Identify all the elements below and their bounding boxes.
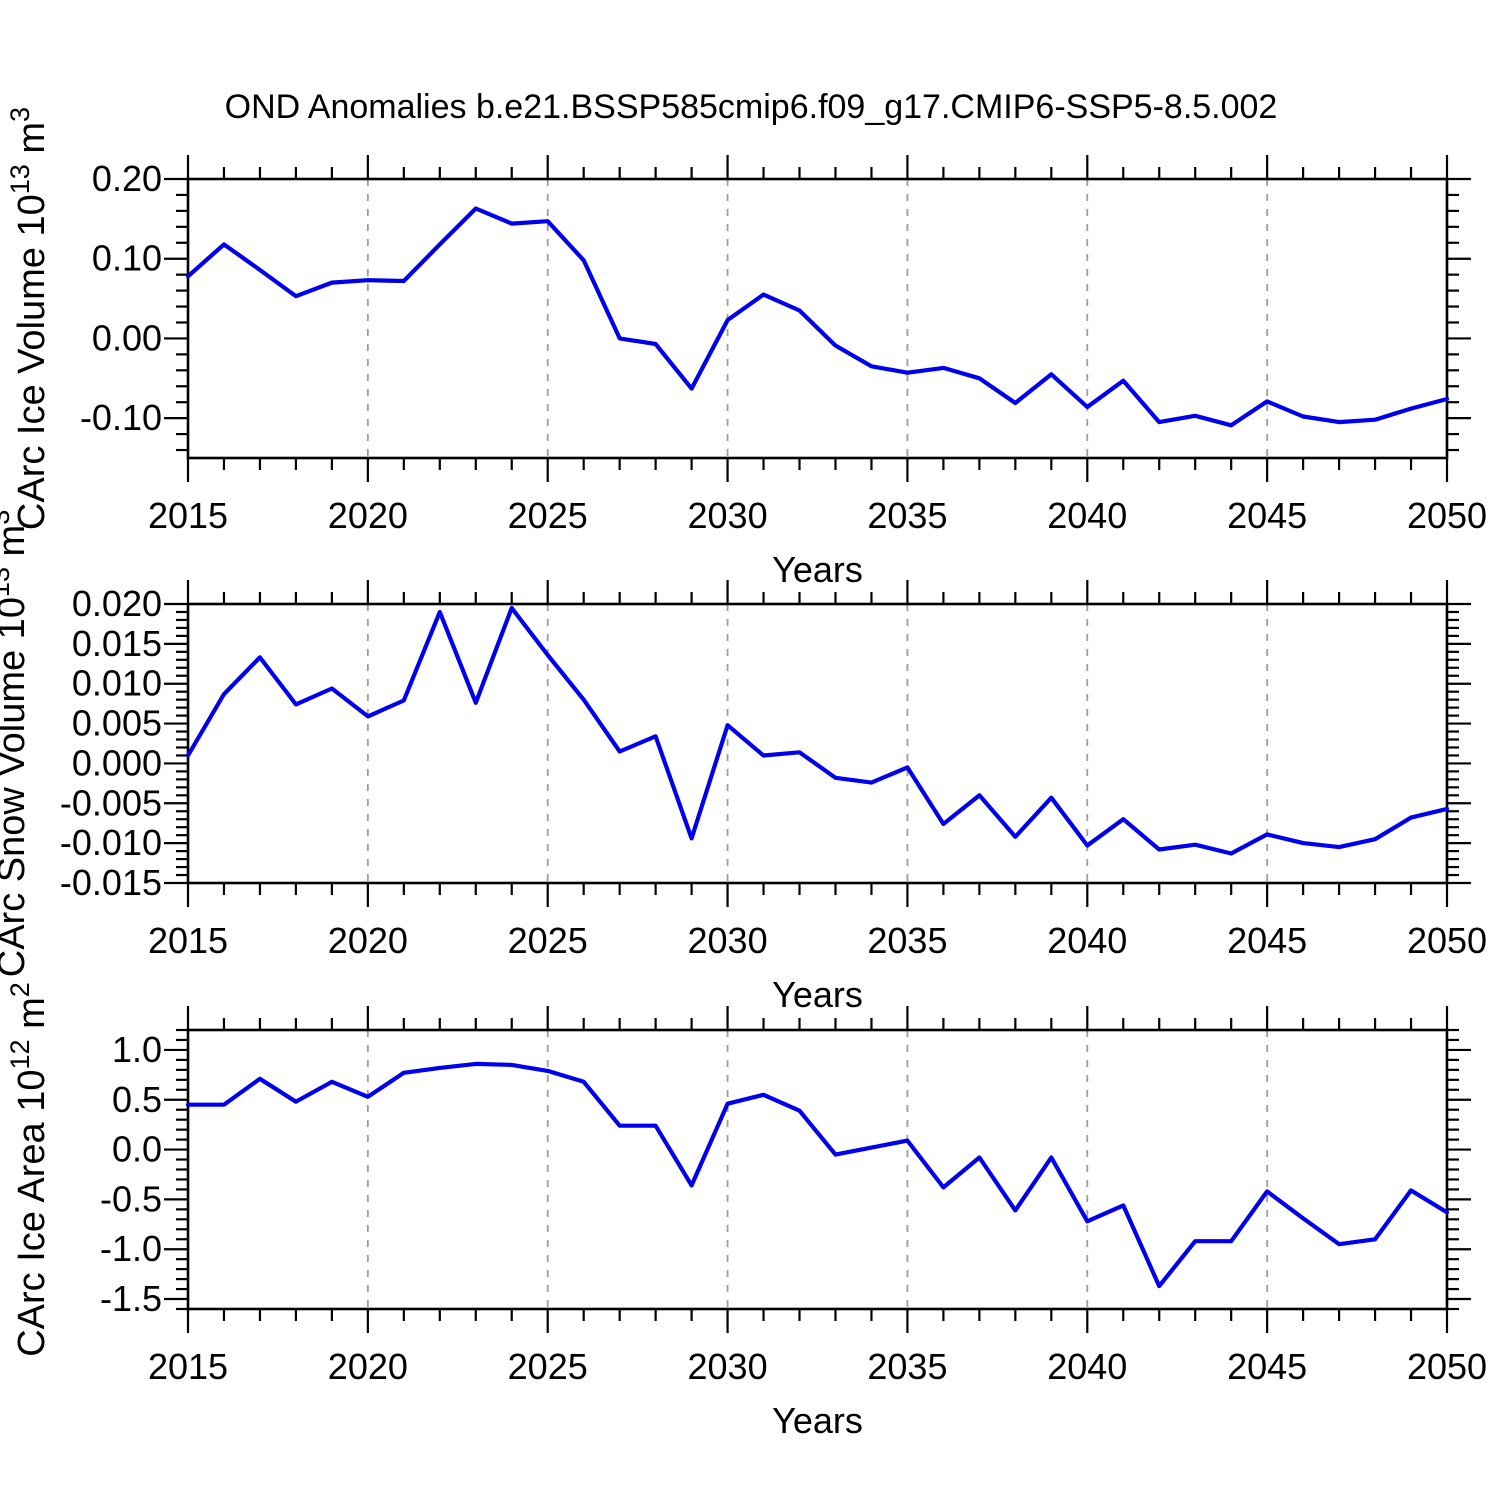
- y-tick-label: -1.0: [100, 1228, 162, 1269]
- x-tick-label: 2050: [1407, 495, 1487, 536]
- x-tick-label: 2035: [867, 920, 947, 961]
- y-axis-title-sup: 3: [0, 510, 15, 525]
- y-axis-title-text: CArc Snow Volume 10: [0, 597, 33, 977]
- panel-frame: [186, 1028, 1449, 1311]
- y-tick-label: 0.000: [72, 742, 162, 783]
- x-tick-label: 2040: [1047, 495, 1127, 536]
- panel-ice-volume: 0.20 0.10 0.00 -0.10 2015 2020 2025 2030 2035 204…: [5, 107, 1487, 590]
- x-tick-label: 2015: [148, 920, 228, 961]
- y-tick-label: -0.015: [60, 862, 162, 903]
- x-tick-label: 2025: [508, 1346, 588, 1387]
- data-line-ice-volume: [185, 206, 1450, 428]
- y-tick-label: -0.10: [80, 397, 162, 438]
- y-tick-label: -0.010: [60, 822, 162, 863]
- y-tick-label: 1.0: [112, 1029, 162, 1070]
- x-tick-label: 2050: [1407, 1346, 1487, 1387]
- x-tick-label: 2035: [867, 1346, 947, 1387]
- x-tick-label: 2035: [867, 495, 947, 536]
- y-tick-label: -1.5: [100, 1278, 162, 1319]
- y-axis-title: CArc Ice Area 1012 m2: [5, 982, 53, 1357]
- data-line-ice-area: [185, 1061, 1450, 1289]
- y-axis-title-text: m: [11, 997, 53, 1039]
- y-tick-label: 0.020: [72, 583, 162, 624]
- y-tick-label: 0.10: [92, 238, 162, 279]
- data-line-snow-volume: [185, 605, 1450, 856]
- x-tick-label: 2025: [508, 920, 588, 961]
- y-tick-label: -0.5: [100, 1178, 162, 1219]
- y-tick-label: 0.0: [112, 1129, 162, 1170]
- x-tick-label: 2030: [688, 920, 768, 961]
- y-tick-label: 0.5: [112, 1079, 162, 1120]
- x-tick-label: 2025: [508, 495, 588, 536]
- chart-title: OND Anomalies b.e21.BSSP585cmip6.f09_g17…: [225, 88, 1278, 126]
- panel-frame: [186, 602, 1449, 885]
- y-tick-label: 0.010: [72, 663, 162, 704]
- x-tick-label: 2045: [1227, 1346, 1307, 1387]
- x-axis-title: Years: [772, 974, 863, 1015]
- panel-ice-area: 1.0 0.5 0.0 -0.5 -1.0 -1.5 2015 2020 2025 2030 203…: [5, 982, 1487, 1441]
- y-axis-title-text: m: [11, 122, 53, 164]
- x-tick-label: 2040: [1047, 920, 1127, 961]
- x-tick-label: 2030: [688, 1346, 768, 1387]
- x-tick-label: 2015: [148, 1346, 228, 1387]
- y-axis-title: CArc Ice Volume 1013 m3: [5, 107, 53, 530]
- x-tick-label: 2020: [328, 920, 408, 961]
- x-tick-label: 2040: [1047, 1346, 1127, 1387]
- x-axis-title: Years: [772, 549, 863, 590]
- y-axis-title-text: m: [0, 525, 33, 567]
- x-tick-label: 2050: [1407, 920, 1487, 961]
- chart-panels: 0.20 0.10 0.00 -0.10 2015 2020 2025 2030 2035 204…: [0, 107, 1487, 1441]
- x-tick-label: 2030: [688, 495, 768, 536]
- x-tick-label: 2045: [1227, 495, 1307, 536]
- y-axis-title-sup: 3: [5, 107, 35, 122]
- x-tick-label: 2020: [328, 495, 408, 536]
- x-tick-label: 2045: [1227, 920, 1307, 961]
- y-tick-label: 0.015: [72, 623, 162, 664]
- x-tick-label: 2015: [148, 495, 228, 536]
- y-axis-title: CArc Snow Volume 1013 m3: [0, 510, 33, 977]
- y-axis-title-text: CArc Ice Area 10: [11, 1070, 53, 1357]
- y-axis-title-sup: 13: [0, 567, 15, 597]
- y-axis-title-sup: 13: [5, 164, 35, 194]
- y-tick-label: 0.20: [92, 158, 162, 199]
- y-tick-label: 0.00: [92, 317, 162, 358]
- x-axis-title: Years: [772, 1400, 863, 1441]
- x-tick-label: 2020: [328, 1346, 408, 1387]
- panel-snow-volume: 0.0200.0150.0100.0050.000-0.005-0.010-0.…: [0, 510, 1487, 1015]
- y-tick-label: 0.005: [72, 703, 162, 744]
- panel-frame: [186, 177, 1449, 460]
- y-tick-label: -0.005: [60, 782, 162, 823]
- y-axis-title-sup: 2: [5, 982, 35, 997]
- y-axis-title-sup: 12: [5, 1039, 35, 1069]
- y-axis-title-text: CArc Ice Volume 10: [11, 194, 53, 530]
